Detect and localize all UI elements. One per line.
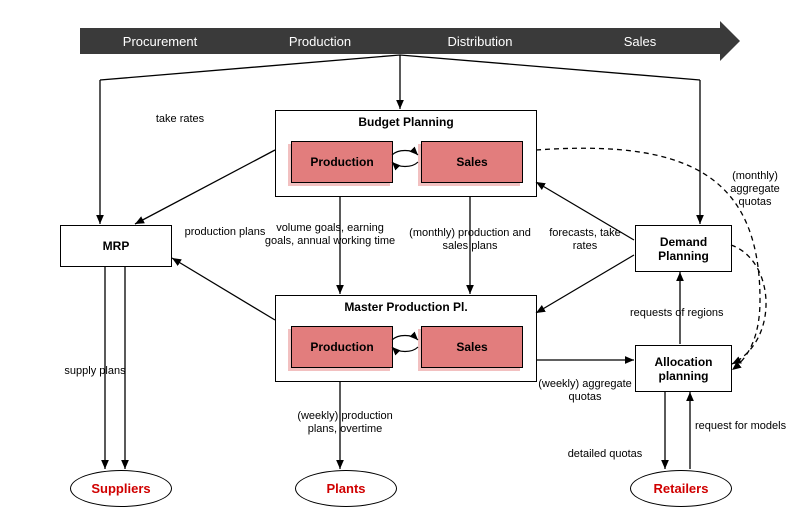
requests-regions-label: requests of regions: [630, 307, 760, 320]
budget-sales-label: Sales: [456, 155, 487, 169]
weekly-prod-plans-label: (weekly) production plans, overtime: [285, 410, 405, 436]
budget-planning-container: Budget Planning Production Sales: [275, 110, 537, 197]
master-sales-label: Sales: [456, 340, 487, 354]
master-production-container: Master Production Pl. Production Sales: [275, 295, 537, 382]
stage-sales: Sales: [560, 34, 720, 49]
weekly-agg-quotas-label: (weekly) aggregate quotas: [535, 378, 635, 404]
request-models-label: request for models: [695, 420, 800, 433]
retailers-label: Retailers: [654, 481, 709, 496]
detailed-quotas-label: detailed quotas: [555, 448, 655, 461]
process-arrow-bar: Procurement Production Distribution Sale…: [80, 28, 720, 54]
monthly-prod-sales-label: (monthly) production and sales plans: [405, 227, 535, 253]
monthly-agg-quotas-label: (monthly) aggregate quotas: [720, 170, 790, 210]
suppliers-label: Suppliers: [91, 481, 150, 496]
budget-production-label: Production: [310, 155, 373, 169]
suppliers-ellipse: Suppliers: [70, 470, 172, 507]
planning-diagram: Procurement Production Distribution Sale…: [0, 0, 800, 516]
master-production-label: Production: [310, 340, 373, 354]
retailers-ellipse: Retailers: [630, 470, 732, 507]
forecasts-label: forecasts, take rates: [545, 227, 625, 253]
budget-title: Budget Planning: [276, 111, 536, 135]
demand-label: Demand Planning: [636, 235, 731, 263]
stage-procurement: Procurement: [80, 34, 240, 49]
stage-production: Production: [240, 34, 400, 49]
stage-distribution: Distribution: [400, 34, 560, 49]
demand-planning-box: Demand Planning: [635, 225, 732, 272]
budget-production-box: Production: [291, 141, 393, 183]
plants-ellipse: Plants: [295, 470, 397, 507]
master-sales-box: Sales: [421, 326, 523, 368]
volume-goals-label: volume goals, earning goals, annual work…: [260, 222, 400, 248]
master-production-box: Production: [291, 326, 393, 368]
budget-sales-box: Sales: [421, 141, 523, 183]
allocation-label: Allocation planning: [636, 355, 731, 383]
allocation-planning-box: Allocation planning: [635, 345, 732, 392]
mrp-label: MRP: [103, 239, 130, 253]
supply-plans-label: supply plans: [55, 365, 135, 378]
plants-label: Plants: [326, 481, 365, 496]
mrp-box: MRP: [60, 225, 172, 267]
master-title: Master Production Pl.: [276, 296, 536, 320]
take-rates-label: take rates: [140, 113, 220, 126]
